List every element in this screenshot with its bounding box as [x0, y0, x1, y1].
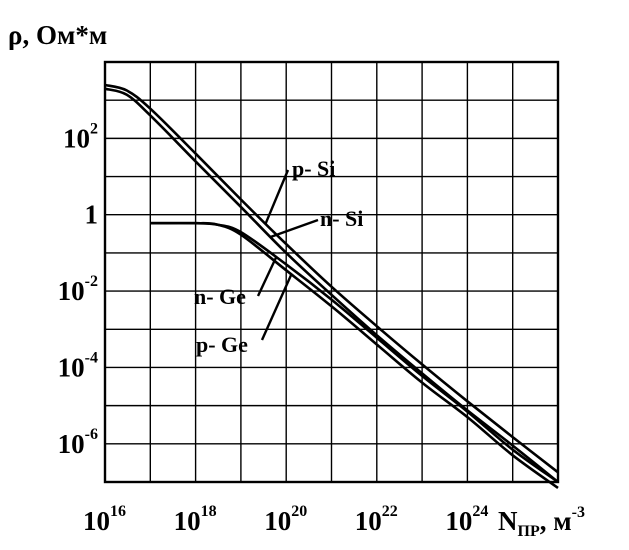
y-tick-exponent: -6 [85, 426, 98, 443]
y-axis-title: ρ, Ом*м [8, 20, 107, 50]
leader-line [270, 218, 319, 239]
grid [105, 62, 558, 482]
x-axis-unit-exponent: -3 [572, 504, 585, 521]
y-tick-exponent: 2 [90, 120, 98, 137]
series-line-p-si [104, 83, 559, 474]
x-axis-title: NПР, м-3 [498, 504, 585, 540]
x-tick-base: 10 [174, 506, 201, 536]
series-line-p-ge [150, 221, 559, 489]
x-tick-label: 1020 [264, 503, 307, 536]
x-tick-exponent: 24 [472, 503, 488, 520]
svg-text:NПР, м-3: NПР, м-3 [498, 504, 585, 540]
x-axis-unit: , м [540, 506, 572, 536]
x-tick-base: 10 [355, 506, 382, 536]
y-tick-base: 10 [58, 352, 85, 382]
x-tick-label: 1018 [174, 503, 217, 536]
x-axis-symbol: N [498, 506, 518, 536]
y-tick-base: 1 [85, 200, 99, 230]
leader-line [256, 256, 278, 297]
y-tick-label: 1 [85, 200, 99, 230]
series-label-p-ge: p- Ge [196, 332, 248, 357]
y-axis-symbol: ρ [8, 20, 22, 50]
series-label-n-si: n- Si [320, 206, 363, 231]
leader-line [260, 273, 293, 341]
x-tick-exponent: 20 [291, 503, 307, 520]
x-tick-exponent: 22 [382, 503, 398, 520]
series-label-p-si: p- Si [292, 156, 335, 181]
y-tick-exponent: -4 [85, 349, 98, 366]
y-tick-label: 10-2 [58, 273, 98, 306]
y-axis-unit: , Ом*м [22, 20, 107, 50]
x-tick-label: 1016 [83, 503, 126, 536]
y-tick-label: 102 [63, 120, 98, 153]
y-tick-exponent: -2 [85, 273, 98, 290]
x-tick-base: 10 [264, 506, 291, 536]
y-tick-label: 10-4 [58, 349, 98, 382]
y-tick-base: 10 [63, 123, 90, 153]
y-tick-base: 10 [58, 276, 85, 306]
x-axis-subscript: ПР [518, 523, 540, 540]
x-tick-base: 10 [83, 506, 110, 536]
x-tick-exponent: 18 [201, 503, 217, 520]
x-tick-base: 10 [445, 506, 472, 536]
leader-line [264, 169, 290, 225]
x-tick-label: 1024 [445, 503, 488, 536]
plot-frame [103, 60, 560, 484]
curves [104, 83, 559, 489]
x-tick-labels: 1016 1018 1020 1022 1024 [83, 503, 488, 536]
y-tick-label: 10-6 [58, 426, 98, 459]
svg-text:ρ, Ом*м: ρ, Ом*м [8, 20, 107, 50]
x-tick-label: 1022 [355, 503, 398, 536]
series-label-n-ge: n- Ge [194, 284, 246, 309]
series-leaders [256, 169, 319, 341]
x-tick-exponent: 16 [110, 503, 126, 520]
y-tick-base: 10 [58, 429, 85, 459]
